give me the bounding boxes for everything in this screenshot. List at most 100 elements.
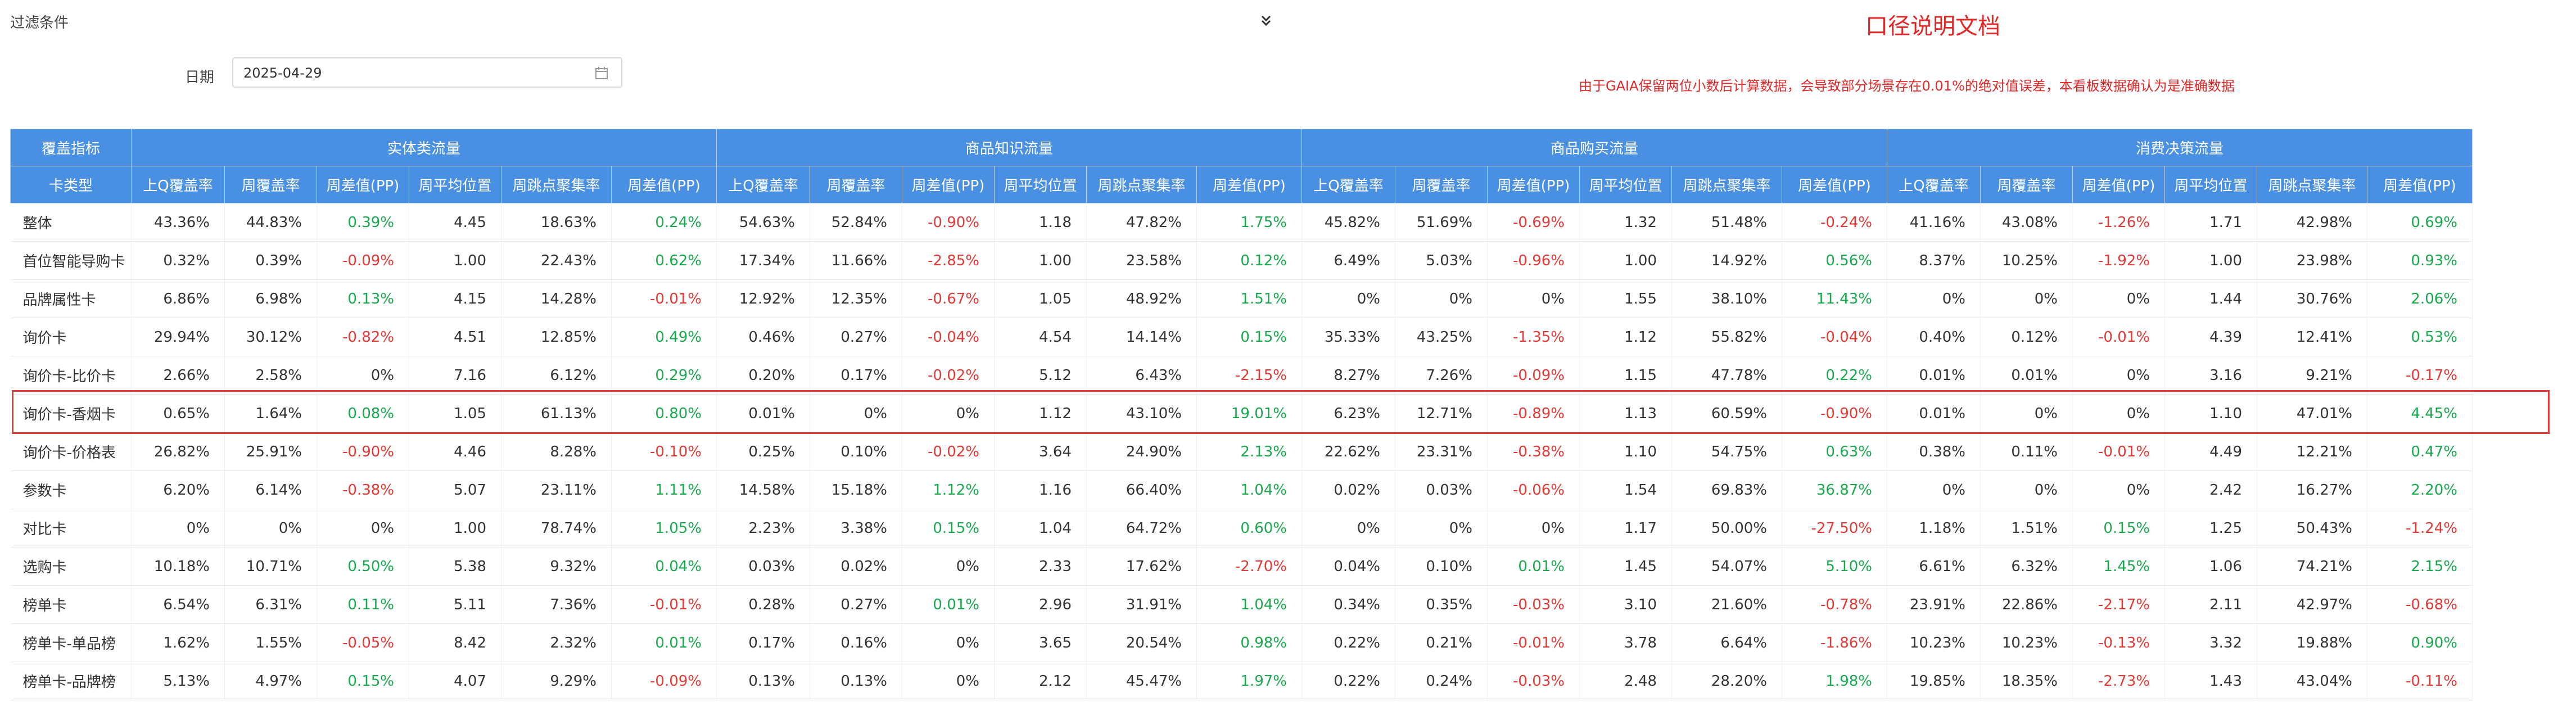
table-cell: 60.59%	[1671, 394, 1782, 433]
date-label: 日期	[185, 69, 215, 86]
table-cell: -2.70%	[1196, 547, 1302, 586]
table-cell: 0.11%	[317, 585, 409, 624]
column-header[interactable]: 周覆盖率	[1395, 166, 1488, 203]
table-cell: 1.18	[994, 203, 1087, 242]
column-header[interactable]: 周差值(PP)	[1782, 166, 1887, 203]
table-cell: 19.01%	[1196, 394, 1302, 433]
row-label: 榜单卡-单品榜	[10, 623, 132, 662]
table-cell: -0.05%	[317, 623, 409, 662]
column-header[interactable]: 周差值(PP)	[611, 166, 717, 203]
table-cell: -2.15%	[1196, 356, 1302, 395]
column-header[interactable]: 周平均位置	[409, 166, 501, 203]
table-cell: 2.42	[2164, 470, 2257, 509]
table-cell: 1.25	[2164, 509, 2257, 547]
table-cell: 0%	[1487, 279, 1580, 318]
table-cell: 6.49%	[1301, 241, 1395, 280]
table-cell: 14.58%	[716, 470, 810, 509]
table-cell: 2.15%	[2367, 547, 2473, 586]
metric-doc-link[interactable]: 口径说明文档	[1865, 13, 2000, 39]
table-cell: 4.39	[2164, 318, 2257, 356]
column-header[interactable]: 上Q覆盖率	[716, 166, 810, 203]
table-cell: 0.03%	[716, 547, 810, 586]
column-header[interactable]: 周跳点聚集率	[1086, 166, 1197, 203]
table-cell: 1.75%	[1196, 203, 1302, 242]
row-label: 参数卡	[10, 470, 132, 509]
table-cell: 6.23%	[1301, 394, 1395, 433]
table-cell: 23.11%	[501, 470, 612, 509]
column-header[interactable]: 周跳点聚集率	[501, 166, 612, 203]
table-cell: -1.35%	[1487, 318, 1580, 356]
corner-header-bottom: 卡类型	[10, 166, 132, 203]
column-header[interactable]: 周跳点聚集率	[1671, 166, 1782, 203]
table-cell: 31.91%	[1086, 585, 1197, 624]
table-cell: 1.18%	[1887, 509, 1981, 547]
table-cell: 8.42	[409, 623, 501, 662]
table-row: 询价卡-价格表 26.82% 25.91% -0.90% 4.46 8.28% -0.10%…	[10, 432, 2473, 471]
column-header[interactable]: 上Q覆盖率	[1301, 166, 1395, 203]
table-cell: -1.26%	[2072, 203, 2165, 242]
table-cell: 1.05	[409, 394, 501, 433]
row-label: 选购卡	[10, 547, 132, 586]
table-cell: 17.62%	[1086, 547, 1197, 586]
column-header[interactable]: 周平均位置	[994, 166, 1087, 203]
table-row: 榜单卡-单品榜 1.62% 1.55% -0.05% 8.42 2.32% 0.01% 0.1…	[10, 623, 2473, 662]
table-cell: 1.00	[1579, 241, 1672, 280]
table-cell: 48.92%	[1086, 279, 1197, 318]
table-cell: 1.13	[1579, 394, 1672, 433]
table-cell: 0.13%	[716, 662, 810, 700]
column-header[interactable]: 周覆盖率	[224, 166, 317, 203]
table-cell: 0%	[1301, 509, 1395, 547]
table-cell: 43.10%	[1086, 394, 1197, 433]
column-header[interactable]: 周差值(PP)	[1196, 166, 1302, 203]
table-cell: 45.82%	[1301, 203, 1395, 242]
column-header[interactable]: 周差值(PP)	[902, 166, 995, 203]
table-cell: 1.04%	[1196, 470, 1302, 509]
table-cell: -0.38%	[1487, 432, 1580, 471]
column-header[interactable]: 周覆盖率	[810, 166, 902, 203]
table-cell: 1.00	[2164, 241, 2257, 280]
table-cell: 0.98%	[1196, 623, 1302, 662]
column-header[interactable]: 上Q覆盖率	[1887, 166, 1981, 203]
column-header[interactable]: 上Q覆盖率	[131, 166, 225, 203]
table-cell: 51.69%	[1395, 203, 1488, 242]
table-cell: 3.64	[994, 432, 1087, 471]
column-header[interactable]: 周覆盖率	[1980, 166, 2073, 203]
table-cell: 2.66%	[131, 356, 225, 395]
table-cell: 1.98%	[1782, 662, 1887, 700]
table-cell: 1.15	[1579, 356, 1672, 395]
column-header[interactable]: 周差值(PP)	[317, 166, 409, 203]
table-cell: 6.12%	[501, 356, 612, 395]
table-cell: -0.90%	[1782, 394, 1887, 433]
table-cell: 14.28%	[501, 279, 612, 318]
date-picker[interactable]: 2025-04-29	[232, 57, 622, 88]
table-cell: -0.10%	[611, 432, 717, 471]
table-cell: 6.98%	[224, 279, 317, 318]
table-cell: -1.86%	[1782, 623, 1887, 662]
table-cell: 2.96	[994, 585, 1087, 624]
table-cell: 1.44	[2164, 279, 2257, 318]
column-header[interactable]: 周差值(PP)	[1487, 166, 1580, 203]
row-label: 品牌属性卡	[10, 279, 132, 318]
table-cell: 6.61%	[1887, 547, 1981, 586]
column-header[interactable]: 周平均位置	[2164, 166, 2257, 203]
table-cell: 4.51	[409, 318, 501, 356]
table-cell: 0%	[317, 356, 409, 395]
column-header[interactable]: 周跳点聚集率	[2257, 166, 2367, 203]
column-header[interactable]: 周差值(PP)	[2367, 166, 2473, 203]
table-cell: 5.10%	[1782, 547, 1887, 586]
table-cell: 3.32	[2164, 623, 2257, 662]
table-cell: 1.04%	[1196, 585, 1302, 624]
table-cell: 1.16	[994, 470, 1087, 509]
table-cell: -0.01%	[1487, 623, 1580, 662]
table-cell: 0.15%	[317, 662, 409, 700]
column-header[interactable]: 周差值(PP)	[2072, 166, 2165, 203]
table-cell: 52.84%	[810, 203, 902, 242]
table-cell: 0%	[2072, 279, 2165, 318]
double-chevron-down-icon[interactable]	[1258, 12, 1275, 29]
table-cell: 1.97%	[1196, 662, 1302, 700]
table-cell: 0%	[317, 509, 409, 547]
table-cell: 20.54%	[1086, 623, 1197, 662]
table-cell: 1.12	[1579, 318, 1672, 356]
table-cell: 9.21%	[2257, 356, 2367, 395]
column-header[interactable]: 周平均位置	[1579, 166, 1672, 203]
